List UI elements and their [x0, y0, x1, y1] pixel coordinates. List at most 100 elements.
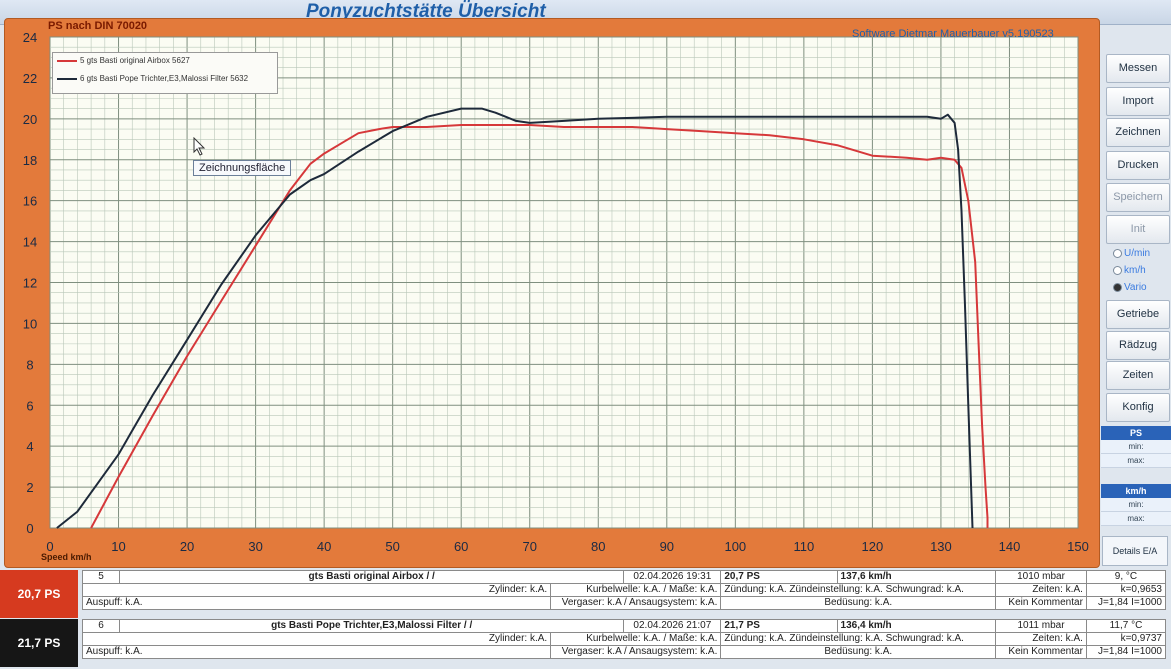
result-1-row-main: 5 gts Basti original Airbox / / 02.04.20… — [82, 570, 1167, 584]
result-2-beduesung: Bedüsung: k.A. — [720, 645, 997, 659]
legend-label-2: 6 gts Basti Pope Trichter,E3,Malossi Fil… — [80, 74, 249, 83]
series-line-1 — [90, 124, 989, 529]
getriebe-button[interactable]: Getriebe — [1106, 300, 1170, 329]
ps-minmax-box: PS min: max: — [1101, 426, 1171, 468]
x-tick-label: 50 — [385, 539, 399, 554]
y-tick-label: 22 — [23, 71, 37, 86]
result-1-zeiten: Zeiten: k.A. — [995, 583, 1087, 597]
series-line-2 — [56, 107, 974, 529]
result-2-row-main: 6 gts Basti Pope Trichter,E3,Malossi Fil… — [82, 619, 1167, 633]
radzug-button[interactable]: Rädzug — [1106, 331, 1170, 360]
ps-min-label: min: — [1101, 440, 1171, 454]
result-1-row-engine: Zylinder: k.A. Kurbelwelle: k.A. / Maße:… — [81, 583, 1167, 597]
result-1-speed: 137,6 km/h — [836, 570, 997, 584]
init-button[interactable]: Init — [1106, 215, 1170, 244]
radio-kmh[interactable]: km/h — [1113, 265, 1146, 276]
result-1-row-intake: Auspuff: k.A. Vergaser: k.A / Ansaugsyst… — [81, 596, 1167, 610]
result-2-ps-badge[interactable]: 21,7 PS — [0, 619, 78, 667]
result-2-ps-value: 21,7 PS — [720, 619, 838, 633]
result-2-name: gts Basti Pope Trichter,E3,Malossi Filte… — [118, 619, 625, 633]
result-1-nr: 5 — [82, 570, 120, 584]
result-1-zylinder: Zylinder: k.A. — [81, 583, 552, 597]
drucken-button[interactable]: Drucken — [1106, 151, 1170, 180]
y-tick-label: 20 — [23, 112, 37, 127]
result-1-ps-badge[interactable]: 20,7 PS — [0, 570, 78, 618]
y-tick-label: 18 — [23, 153, 37, 168]
radio-vario[interactable]: Vario — [1113, 282, 1147, 293]
results-panel: 20,7 PS 5 gts Basti original Airbox / / … — [0, 568, 1171, 669]
result-1-zuendung: Zündung: k.A. Zündeinstellung: k.A. Schw… — [720, 583, 997, 597]
result-2-row-engine: Zylinder: k.A. Kurbelwelle: k.A. / Maße:… — [81, 632, 1167, 646]
result-1-kommentar: Kein Kommentar — [995, 596, 1087, 610]
y-tick-label: 2 — [26, 480, 33, 495]
result-2-zeiten: Zeiten: k.A. — [995, 632, 1087, 646]
result-1-ps-value: 20,7 PS — [720, 570, 838, 584]
y-tick-label: 8 — [26, 357, 33, 372]
result-1-kurbelwelle: Kurbelwelle: k.A. / Maße: k.A. — [550, 583, 722, 597]
power-chart[interactable]: 0 10 20 30 40 50 60 70 80 90 100 110 120 130 140 150024… — [0, 0, 1100, 568]
result-2-auspuff: Auspuff: k.A. — [81, 645, 552, 659]
result-1-table[interactable]: 5 gts Basti original Airbox / / 02.04.20… — [81, 570, 1167, 610]
kmh-minmax-header: km/h — [1101, 484, 1171, 498]
result-2-date: 02.04.2026 21:07 — [623, 619, 722, 633]
kmh-min-label: min: — [1101, 498, 1171, 512]
legend-swatch-red — [57, 59, 77, 62]
import-button[interactable]: Import — [1106, 87, 1170, 116]
zeichnen-button[interactable]: Zeichnen — [1106, 118, 1170, 147]
y-tick-label: 24 — [23, 30, 37, 45]
result-2-row-intake: Auspuff: k.A. Vergaser: k.A / Ansaugsyst… — [81, 645, 1167, 659]
ps-minmax-header: PS — [1101, 426, 1171, 440]
x-tick-label: 0 — [46, 539, 53, 554]
result-2-j: J=1,84 I=1000 — [1085, 645, 1167, 659]
x-tick-label: 80 — [591, 539, 605, 554]
x-tick-label: 110 — [793, 539, 814, 554]
y-tick-label: 0 — [26, 521, 33, 536]
ps-max-label: max: — [1101, 454, 1171, 468]
y-tick-label: 16 — [23, 194, 37, 209]
speichern-button[interactable]: Speichern — [1106, 183, 1170, 212]
radio-umin-label: U/min — [1124, 248, 1151, 259]
x-tick-label: 100 — [724, 539, 746, 554]
radio-vario-dot — [1113, 282, 1122, 292]
result-1-k: k=0,9653 — [1085, 583, 1167, 597]
x-tick-label: 10 — [111, 539, 125, 554]
result-2-zuendung: Zündung: k.A. Zündeinstellung: k.A. Schw… — [720, 632, 997, 646]
radio-vario-label: Vario — [1124, 282, 1147, 293]
result-2-k: k=0,9737 — [1085, 632, 1167, 646]
window-title: Ponyzuchtstätte Übersicht — [306, 1, 546, 22]
result-1-auspuff: Auspuff: k.A. — [81, 596, 552, 610]
y-tick-label: 10 — [23, 316, 37, 331]
legend-item-2: 6 gts Basti Pope Trichter,E3,Malossi Fil… — [57, 73, 248, 85]
chart-legend: 5 gts Basti original Airbox 5627 6 gts B… — [52, 52, 278, 94]
details-ea-button[interactable]: Details E/A — [1102, 536, 1168, 566]
result-1-date: 02.04.2026 19:31 — [623, 570, 722, 584]
legend-item-1: 5 gts Basti original Airbox 5627 — [57, 55, 190, 67]
result-2-speed: 136,4 km/h — [836, 619, 997, 633]
messen-button[interactable]: Messen — [1106, 54, 1170, 83]
x-tick-label: 70 — [522, 539, 536, 554]
legend-swatch-black — [57, 77, 77, 80]
chart-title: PS nach DIN 70020 — [48, 20, 148, 32]
result-2-nr: 6 — [82, 619, 120, 633]
radio-kmh-dot — [1113, 265, 1122, 275]
x-tick-label: 130 — [930, 539, 952, 554]
x-tick-label: 30 — [248, 539, 262, 554]
radio-umin[interactable]: U/min — [1113, 248, 1150, 259]
kmh-max-label: max: — [1101, 512, 1171, 526]
zeiten-button[interactable]: Zeiten — [1106, 361, 1170, 390]
result-2-table[interactable]: 6 gts Basti Pope Trichter,E3,Malossi Fil… — [81, 619, 1167, 659]
tooltip: Zeichnungsfläche — [193, 160, 292, 176]
result-1-temp: 9, °C — [1085, 570, 1167, 584]
result-1-beduesung: Bedüsung: k.A. — [720, 596, 997, 610]
x-tick-label: 90 — [660, 539, 674, 554]
result-1-vergaser: Vergaser: k.A / Ansaugsystem: k.A. — [550, 596, 722, 610]
x-tick-label: 120 — [862, 539, 884, 554]
y-tick-label: 6 — [26, 398, 33, 413]
result-1-j: J=1,84 I=1000 — [1085, 596, 1167, 610]
result-2-temp: 11,7 °C — [1085, 619, 1167, 633]
konfig-button[interactable]: Konfig — [1106, 393, 1170, 422]
result-1-name: gts Basti original Airbox / / — [118, 570, 625, 584]
result-2-zylinder: Zylinder: k.A. — [81, 632, 552, 646]
software-credit: Software Dietmar Mauerbauer v5.190523 — [852, 28, 1054, 40]
x-tick-label: 20 — [180, 539, 194, 554]
